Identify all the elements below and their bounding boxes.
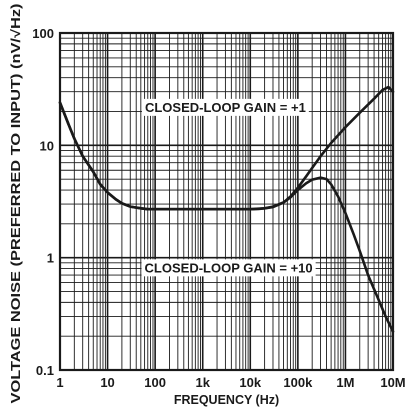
annotation-background — [141, 259, 316, 277]
x-tick-label: 1k — [195, 375, 210, 390]
x-tick-label: 100k — [283, 375, 313, 390]
x-tick-label: 100 — [144, 375, 166, 390]
annotation-text: CLOSED-LOOP GAIN = +10 — [145, 260, 313, 275]
x-axis-title: FREQUENCY (Hz) — [174, 393, 279, 407]
gain-annotation-1: CLOSED-LOOP GAIN = +1 — [141, 98, 309, 116]
x-tick-label: 1 — [56, 375, 63, 390]
plot-frame — [58, 31, 395, 372]
x-tick-label: 10 — [100, 375, 114, 390]
x-tick-label: 10M — [380, 375, 405, 390]
y-tick-label: 1 — [47, 251, 54, 266]
y-tick-label: 10 — [40, 138, 54, 153]
annotation-background — [141, 98, 309, 116]
gain-annotation-2: CLOSED-LOOP GAIN = +10 — [141, 259, 316, 277]
y-axis-title: VOLTAGE NOISE (PREFERRED TO INPUT) (nV/√… — [9, 4, 23, 404]
x-tick-label: 1M — [336, 375, 354, 390]
curves — [58, 85, 395, 333]
annotation-text: CLOSED-LOOP GAIN = +1 — [145, 100, 306, 115]
x-tick-label: 10k — [239, 375, 261, 390]
y-tick-label: 0.1 — [36, 363, 54, 378]
y-tick-label: 100 — [32, 26, 54, 41]
grid — [59, 33, 393, 371]
noise-curve-2 — [58, 101, 395, 333]
